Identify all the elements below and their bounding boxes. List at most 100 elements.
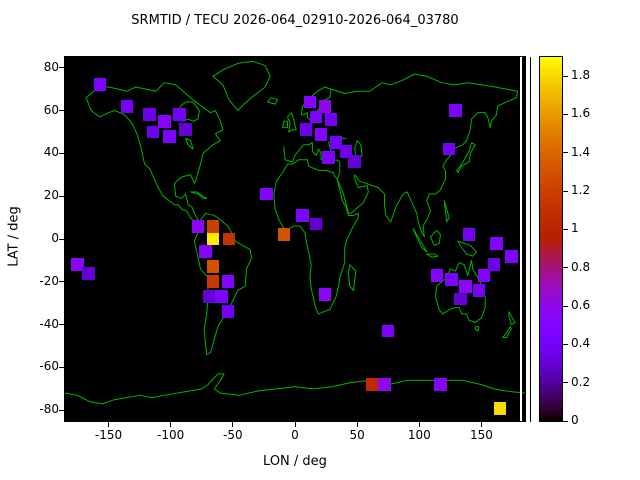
heatmap-cell [303,95,317,109]
heatmap-cell [329,136,343,150]
tick-mark [563,267,568,269]
coastline-australia [435,260,485,322]
tick-mark [563,305,568,307]
heatmap-cell [206,260,220,274]
coastline-greenland [213,61,270,110]
heatmap-cell [493,401,507,415]
heatmap-cell [430,268,443,282]
heatmap-cell [299,123,313,137]
heatmap-cell [449,104,462,117]
heatmap-cell [206,232,220,246]
tick-mark [563,75,568,77]
colorbar [539,56,563,422]
tick-mark [108,422,109,427]
heatmap-cell [163,129,176,143]
heatmap-cell [339,144,353,158]
coastline-sumatra [413,228,427,252]
tick-mark [59,152,64,154]
coastline-hudson-bay [178,102,199,121]
colorbar-tick-label: 0.4 [571,336,591,351]
colorbar-tick-label: 1 [571,221,579,236]
heatmap-cell [277,228,291,242]
heatmap-cell [296,209,309,222]
tick-mark [418,422,420,427]
coastline-antarctica [65,374,525,404]
heatmap-cell [147,125,160,139]
colorbar-tick-label: 0.6 [571,298,591,313]
heatmap-cell [487,258,501,272]
colorbar-tick-label: 0.8 [571,259,591,274]
coastline-great-lakes [186,138,193,149]
heatmap-cell [454,292,467,306]
coastline-new-guinea [458,241,477,256]
coastline-iceland [268,98,278,104]
x-tick-label: 100 [407,428,431,442]
coastline-caspian-sea [355,141,362,160]
heatmap-cell [206,219,220,233]
x-tick-label: -100 [157,428,185,442]
coastline-tasmania [475,327,479,331]
coastline-africa [274,160,359,314]
tick-mark [59,238,64,240]
heatmap-cell [309,217,323,231]
tick-mark [563,228,568,230]
y-tick-label: -60 [39,359,59,374]
y-tick-label: -20 [39,273,59,288]
plot-right-separator-line [530,57,531,422]
heatmap-cell [221,275,235,289]
tick-mark [563,113,568,115]
heatmap-cell [221,305,235,319]
coastline-java [427,254,438,257]
y-tick-label: 0 [51,231,59,245]
y-tick-label: 60 [43,102,59,117]
tick-mark [59,366,64,368]
coastline-ireland [283,121,288,127]
coastline-new-zealand [503,312,515,338]
colorbar-tick-label: 1.6 [571,106,591,121]
tick-mark [59,195,64,197]
heatmap-cell [477,268,491,282]
x-tick-label: 0 [291,428,299,442]
tick-mark [59,67,64,69]
coastline-asia [327,74,517,237]
y-tick-label: 80 [43,59,59,74]
tick-mark [59,281,64,283]
coastline-philippines [444,200,449,221]
heatmap-cell [322,151,335,165]
heatmap-cell [445,273,458,287]
heatmap-cell [158,114,171,128]
x-tick-label: 50 [349,428,365,442]
coastline-north-america [86,83,223,222]
heatmap-cell [348,155,361,169]
heatmap-cell [324,112,338,126]
coastline-borneo [431,230,441,245]
tick-mark [563,382,568,384]
heatmap-cell [120,99,134,113]
colorbar-tick-label: 1.2 [571,183,591,198]
tick-mark [356,422,358,427]
heatmap-cell [434,378,447,392]
heatmap-cell [378,378,391,392]
tick-mark [59,324,64,326]
heatmap-cell [462,228,476,242]
y-tick-label: 20 [43,188,59,203]
plot-area [64,56,526,422]
tick-mark [59,110,64,112]
tick-mark [480,422,482,427]
heatmap-cell [505,249,518,263]
heatmap-cell [318,288,332,302]
colorbar-tick-label: 1.4 [571,144,591,159]
heatmap-cell [318,99,332,113]
coastline-madagascar [348,265,355,291]
heatmap-cell [309,110,323,124]
tick-mark [563,190,568,192]
right-edge-artifact-line [520,57,522,421]
x-tick-label: -150 [94,428,123,442]
y-tick-label: -40 [39,316,59,331]
heatmap-cell [82,266,95,280]
heatmap-cell [260,187,273,201]
heatmap-cell [442,142,456,156]
heatmap-cell [173,108,186,122]
heatmap-cell [490,236,503,250]
